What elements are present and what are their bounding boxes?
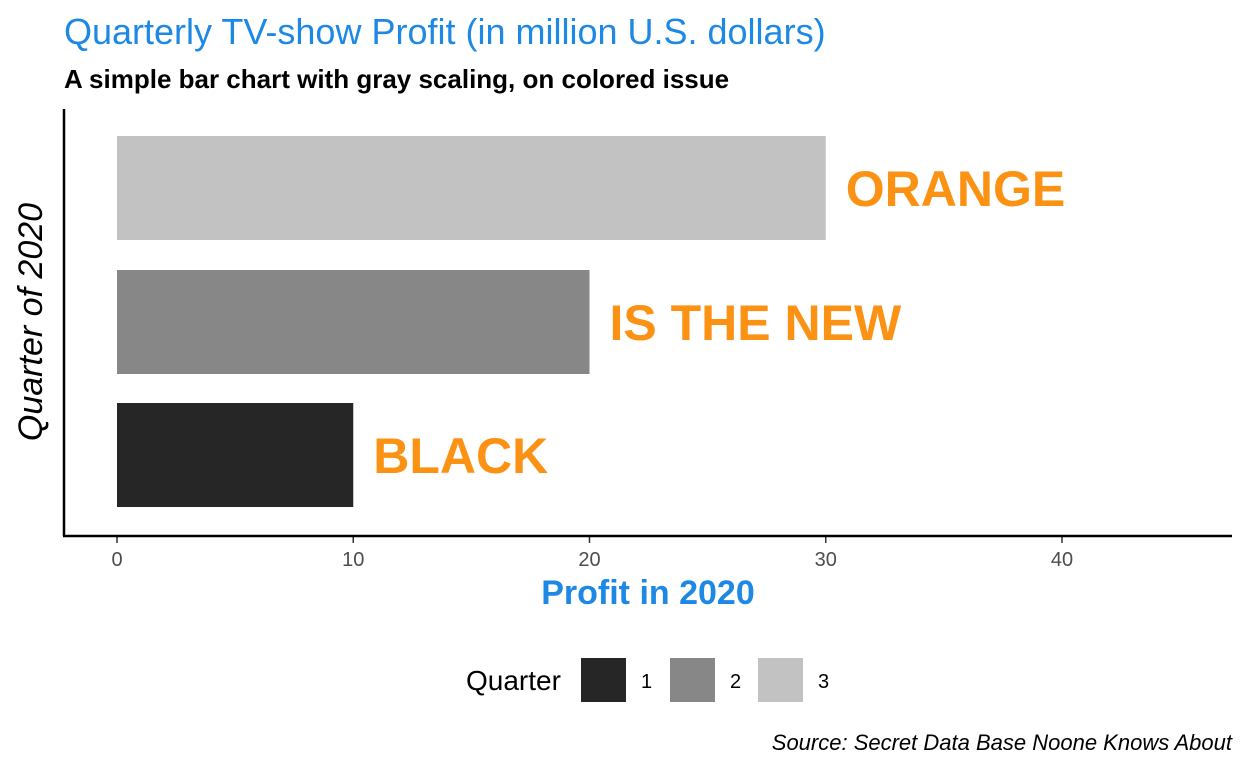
legend-label-1: 1	[641, 671, 652, 693]
bar-label-quarter-3: ORANGE	[846, 161, 1065, 217]
legend-label-2: 2	[730, 671, 741, 693]
legend-label-3: 3	[818, 671, 829, 693]
plot-area: BLACK IS THE NEW ORANGE 0 10 20 30 40	[111, 136, 1073, 571]
legend-key-2	[670, 658, 715, 702]
x-axis-title: Profit in 2020	[541, 574, 755, 612]
x-tick-label-40: 40	[1051, 549, 1073, 571]
y-axis-title: Quarter of 2020	[12, 203, 50, 441]
legend-title: Quarter	[466, 665, 561, 696]
chart-title: Quarterly TV-show Profit (in million U.S…	[64, 11, 826, 52]
legend-key-3	[758, 658, 803, 702]
chart-caption: Source: Secret Data Base Noone Knows Abo…	[772, 730, 1233, 755]
bar-quarter-1	[117, 403, 354, 507]
bar-quarter-3	[117, 136, 826, 240]
bar-quarter-2	[117, 270, 590, 374]
x-tick-label-0: 0	[111, 549, 122, 571]
legend: Quarter 1 2 3	[466, 658, 829, 702]
legend-key-1	[581, 658, 626, 702]
x-tick-label-30: 30	[815, 549, 837, 571]
chart-subtitle: A simple bar chart with gray scaling, on…	[64, 64, 729, 94]
x-tick-label-10: 10	[342, 549, 364, 571]
x-tick-label-20: 20	[578, 549, 600, 571]
bar-label-quarter-2: IS THE NEW	[610, 295, 902, 351]
bar-label-quarter-1: BLACK	[373, 428, 548, 484]
